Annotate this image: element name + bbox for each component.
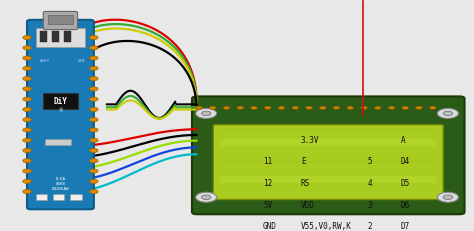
Circle shape: [374, 107, 381, 110]
Circle shape: [429, 107, 436, 110]
Circle shape: [90, 179, 98, 184]
Circle shape: [23, 36, 31, 40]
Circle shape: [361, 107, 367, 110]
Circle shape: [23, 159, 31, 163]
Text: 3: 3: [367, 200, 372, 209]
Circle shape: [23, 149, 31, 153]
Circle shape: [264, 107, 271, 110]
Circle shape: [90, 36, 98, 40]
Circle shape: [319, 107, 326, 110]
Circle shape: [90, 190, 98, 194]
Circle shape: [90, 149, 98, 153]
Text: GND: GND: [263, 221, 277, 230]
Bar: [64, 32, 71, 43]
Text: VDD: VDD: [301, 200, 315, 209]
Bar: [36, 194, 47, 200]
Circle shape: [306, 107, 312, 110]
Circle shape: [23, 47, 31, 51]
Text: E: E: [301, 157, 306, 166]
Circle shape: [196, 107, 202, 110]
Text: D7: D7: [401, 221, 410, 230]
Circle shape: [201, 195, 211, 200]
FancyBboxPatch shape: [27, 21, 94, 209]
Bar: [45, 140, 71, 146]
Bar: [53, 194, 64, 200]
Text: D5: D5: [401, 178, 410, 187]
Circle shape: [438, 109, 458, 119]
FancyBboxPatch shape: [43, 12, 78, 30]
Circle shape: [210, 107, 216, 110]
Circle shape: [201, 112, 211, 116]
Text: D6: D6: [401, 200, 410, 209]
Circle shape: [251, 107, 257, 110]
Circle shape: [402, 107, 409, 110]
Circle shape: [90, 57, 98, 61]
Circle shape: [23, 169, 31, 173]
Text: 11: 11: [263, 157, 273, 166]
Circle shape: [90, 128, 98, 132]
Bar: [70, 194, 82, 200]
Circle shape: [90, 159, 98, 163]
Circle shape: [416, 107, 422, 110]
Circle shape: [23, 57, 31, 61]
Circle shape: [23, 139, 31, 143]
Text: 5V: 5V: [263, 200, 273, 209]
FancyBboxPatch shape: [213, 125, 443, 200]
Circle shape: [347, 107, 354, 110]
Text: D4: D4: [401, 157, 410, 166]
Circle shape: [237, 107, 244, 110]
Text: V55,V0,RW,K: V55,V0,RW,K: [301, 221, 352, 230]
Bar: [40, 32, 47, 43]
Text: DiY: DiY: [54, 97, 67, 106]
Text: RS: RS: [301, 178, 310, 187]
Text: 2: 2: [367, 221, 372, 230]
Circle shape: [90, 67, 98, 71]
Bar: [52, 32, 59, 43]
FancyBboxPatch shape: [192, 97, 465, 214]
Circle shape: [388, 107, 395, 110]
Bar: [48, 16, 73, 25]
Circle shape: [196, 192, 217, 202]
Text: 12: 12: [263, 178, 273, 187]
Circle shape: [23, 67, 31, 71]
Circle shape: [23, 190, 31, 194]
Circle shape: [196, 109, 217, 119]
Circle shape: [90, 118, 98, 122]
Circle shape: [223, 107, 230, 110]
Text: 3.3V: 3.3V: [301, 135, 319, 144]
Circle shape: [23, 179, 31, 184]
Circle shape: [90, 88, 98, 91]
Text: 5: 5: [367, 157, 372, 166]
Text: A000: A000: [40, 59, 50, 63]
Circle shape: [90, 139, 98, 143]
Circle shape: [278, 107, 285, 110]
Circle shape: [90, 98, 98, 102]
Circle shape: [90, 169, 98, 173]
Bar: [36, 29, 85, 47]
Circle shape: [23, 77, 31, 81]
Circle shape: [90, 47, 98, 51]
Circle shape: [333, 107, 340, 110]
Circle shape: [23, 118, 31, 122]
Bar: [220, 176, 436, 183]
Circle shape: [90, 77, 98, 81]
Text: A: A: [401, 135, 405, 144]
Text: ®: ®: [58, 108, 63, 113]
Circle shape: [90, 108, 98, 112]
Circle shape: [23, 88, 31, 91]
Circle shape: [292, 107, 299, 110]
Circle shape: [443, 195, 453, 200]
Circle shape: [443, 112, 453, 116]
Bar: [220, 140, 436, 147]
Text: D-EA
0008
DN1D6AW: D-EA 0008 DN1D6AW: [52, 176, 69, 190]
Text: VIN: VIN: [78, 59, 85, 63]
Circle shape: [23, 128, 31, 132]
Circle shape: [23, 98, 31, 102]
Circle shape: [438, 192, 458, 202]
Text: 4: 4: [367, 178, 372, 187]
Circle shape: [23, 108, 31, 112]
